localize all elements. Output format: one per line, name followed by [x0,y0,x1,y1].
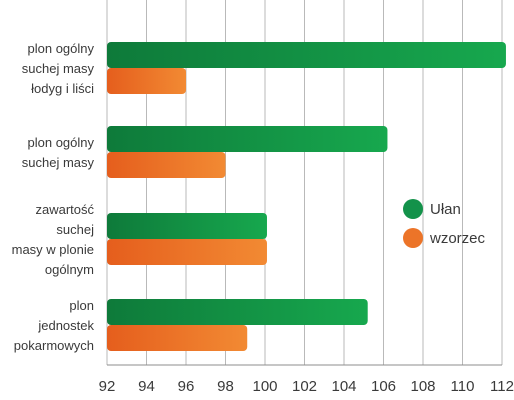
category-label: plon [69,298,94,313]
x-tick-label: 98 [217,378,234,395]
bar-ulan-3 [107,213,267,239]
x-tick-label: 102 [292,378,317,395]
x-axis: 92 94 96 98 100 102 104 106 108 110 112 [99,364,514,395]
bar-ulan-4 [107,299,368,325]
bar-wzorzec-2 [107,152,226,178]
x-tick-label: 112 [490,378,514,395]
legend-label-ulan: Ułan [430,201,461,218]
x-tick-label: 108 [410,378,435,395]
category-label: plon ogólny [28,41,95,56]
bars [107,42,506,351]
category-label: pokarmowych [14,338,94,353]
x-tick-label: 94 [138,378,155,395]
x-tick-label: 104 [331,378,356,395]
bar-wzorzec-1 [107,68,186,94]
category-label: suchej [56,222,94,237]
legend-marker-wzorzec [403,228,423,248]
x-tick-label: 92 [99,378,116,395]
category-label: plon ogólny [28,135,95,150]
category-label: suchej masy [22,61,95,76]
x-tick-label: 100 [252,378,277,395]
bar-wzorzec-3 [107,239,267,265]
bar-ulan-1 [107,42,506,68]
category-label: ogólnym [45,262,94,277]
category-label: łodyg i liści [31,81,94,96]
legend-marker-ulan [403,199,423,219]
bar-ulan-2 [107,126,388,152]
category-label: suchej masy [22,155,95,170]
legend-label-wzorzec: wzorzec [429,230,486,247]
x-tick-label: 110 [451,378,475,395]
category-label: zawartość [35,202,94,217]
category-label: masy w plonie [12,242,94,257]
category-label: jednostek [37,318,94,333]
x-tick-label: 96 [178,378,195,395]
legend: Ułan wzorzec [403,199,486,248]
x-tick-label: 106 [371,378,396,395]
category-labels: plon ogólny suchej masy łodyg i liści plon … [12,41,95,353]
bar-wzorzec-4 [107,325,248,351]
